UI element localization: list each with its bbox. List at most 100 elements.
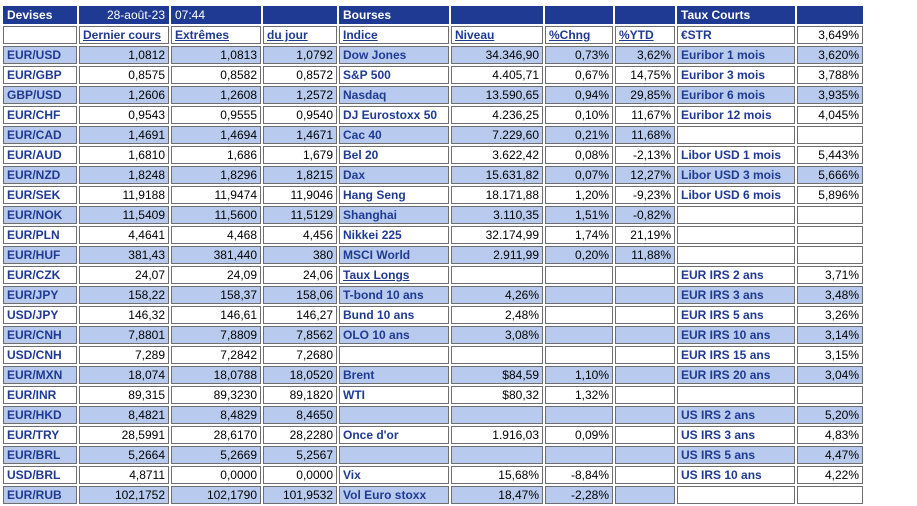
extreme-low: 5,2567: [263, 446, 337, 464]
column-header-du-jour: du jour: [263, 26, 337, 44]
extreme-low: 101,9532: [263, 486, 337, 504]
last-price: 146,32: [79, 306, 169, 324]
index-ytd: 11,88%: [615, 246, 675, 264]
index-ytd: [615, 266, 675, 284]
extreme-low: 158,06: [263, 286, 337, 304]
index-level: 34.346,90: [451, 46, 543, 64]
rate-name: US IRS 10 ans: [677, 466, 795, 484]
rate-value: 3,620%: [797, 46, 863, 64]
index-level: 18,47%: [451, 486, 543, 504]
index-name: Bund 10 ans: [339, 306, 449, 324]
currency-pair: EUR/NOK: [3, 206, 77, 224]
last-price: 381,43: [79, 246, 169, 264]
index-name: OLO 10 ans: [339, 326, 449, 344]
header-spacer: [263, 6, 337, 24]
index-level: 3.110,35: [451, 206, 543, 224]
index-name: [339, 406, 449, 424]
rate-value: 4,22%: [797, 466, 863, 484]
currency-pair: EUR/GBP: [3, 66, 77, 84]
rate-name: Libor USD 6 mois: [677, 186, 795, 204]
last-price: 1,6810: [79, 146, 169, 164]
rate-name: [677, 486, 795, 504]
estr-value: 3,649%: [797, 26, 863, 44]
devises-header: Devises: [3, 6, 77, 24]
index-change: [545, 446, 613, 464]
header-row: Devises 28-août-23 07:44 Bourses Taux Co…: [3, 6, 863, 24]
extreme-low: 146,27: [263, 306, 337, 324]
table-row: EUR/GBP 0,8575 0,8582 0,8572 S&P 500 4.405,71…: [3, 66, 863, 84]
extreme-low: 7,2680: [263, 346, 337, 364]
extreme-high: 11,5600: [171, 206, 261, 224]
index-ytd: [615, 466, 675, 484]
index-level: 3,08%: [451, 326, 543, 344]
table-row: USD/BRL 4,8711 0,0000 0,0000 Vix 15,68% -8,84%…: [3, 466, 863, 484]
extreme-low: 1,0792: [263, 46, 337, 64]
last-price: 158,22: [79, 286, 169, 304]
extreme-low: 0,8572: [263, 66, 337, 84]
index-change: [545, 266, 613, 284]
extreme-low: 1,8215: [263, 166, 337, 184]
estr-label: €STR: [677, 26, 795, 44]
index-change: -8,84%: [545, 466, 613, 484]
index-change: [545, 346, 613, 364]
table-row: EUR/CHF 0,9543 0,9555 0,9540 DJ Eurostoxx 50…: [3, 106, 863, 124]
rate-name: [677, 126, 795, 144]
index-ytd: [615, 406, 675, 424]
rate-name: Euribor 3 mois: [677, 66, 795, 84]
rate-value: [797, 386, 863, 404]
index-name: Dax: [339, 166, 449, 184]
index-name: Once d'or: [339, 426, 449, 444]
index-change: 0,08%: [545, 146, 613, 164]
rate-value: [797, 226, 863, 244]
index-ytd: 29,85%: [615, 86, 675, 104]
rate-value: 5,443%: [797, 146, 863, 164]
index-ytd: 21,19%: [615, 226, 675, 244]
rate-name: US IRS 2 ans: [677, 406, 795, 424]
last-price: 89,315: [79, 386, 169, 404]
index-ytd: 11,67%: [615, 106, 675, 124]
index-change: -2,28%: [545, 486, 613, 504]
table-row: EUR/CNH 7,8801 7,8809 7,8562 OLO 10 ans 3,08%…: [3, 326, 863, 344]
market-data-table: Devises 28-août-23 07:44 Bourses Taux Co…: [1, 4, 865, 506]
currency-pair: EUR/INR: [3, 386, 77, 404]
column-header-last: Dernier cours: [79, 26, 169, 44]
table-row: EUR/HKD 8,4821 8,4829 8,4650 US IRS 2 ans 5,2…: [3, 406, 863, 424]
index-level: [451, 346, 543, 364]
index-ytd: 11,68%: [615, 126, 675, 144]
index-level: $84,59: [451, 366, 543, 384]
rate-name: EUR IRS 2 ans: [677, 266, 795, 284]
index-level: 4.236,25: [451, 106, 543, 124]
index-level: 1.916,03: [451, 426, 543, 444]
extreme-low: 1,679: [263, 146, 337, 164]
currency-pair: USD/BRL: [3, 466, 77, 484]
rate-name: EUR IRS 15 ans: [677, 346, 795, 364]
currency-pair: EUR/SEK: [3, 186, 77, 204]
index-name: Cac 40: [339, 126, 449, 144]
rate-name: Libor USD 3 mois: [677, 166, 795, 184]
rate-value: 4,045%: [797, 106, 863, 124]
table-row: EUR/TRY 28,5991 28,6170 28,2280 Once d'or 1.9…: [3, 426, 863, 444]
index-name: WTI: [339, 386, 449, 404]
index-name: [339, 446, 449, 464]
column-header-ytd: %YTD: [615, 26, 675, 44]
index-change: 1,32%: [545, 386, 613, 404]
currency-pair: EUR/MXN: [3, 366, 77, 384]
rate-value: [797, 486, 863, 504]
last-price: 7,289: [79, 346, 169, 364]
table-row: USD/JPY 146,32 146,61 146,27 Bund 10 ans 2,48…: [3, 306, 863, 324]
extreme-high: 1,4694: [171, 126, 261, 144]
extreme-low: 11,9046: [263, 186, 337, 204]
index-ytd: [615, 286, 675, 304]
last-price: 28,5991: [79, 426, 169, 444]
table-row: EUR/RUB 102,1752 102,1790 101,9532 Vol Euro …: [3, 486, 863, 504]
rate-value: 5,666%: [797, 166, 863, 184]
rate-value: 4,83%: [797, 426, 863, 444]
index-level: 18.171,88: [451, 186, 543, 204]
index-name: DJ Eurostoxx 50: [339, 106, 449, 124]
index-change: [545, 306, 613, 324]
index-name: Taux Longs: [339, 266, 449, 284]
table-row: EUR/MXN 18,074 18,0788 18,0520 Brent $84,59 1,…: [3, 366, 863, 384]
currency-pair: EUR/CAD: [3, 126, 77, 144]
index-level: 32.174,99: [451, 226, 543, 244]
rate-name: Euribor 12 mois: [677, 106, 795, 124]
